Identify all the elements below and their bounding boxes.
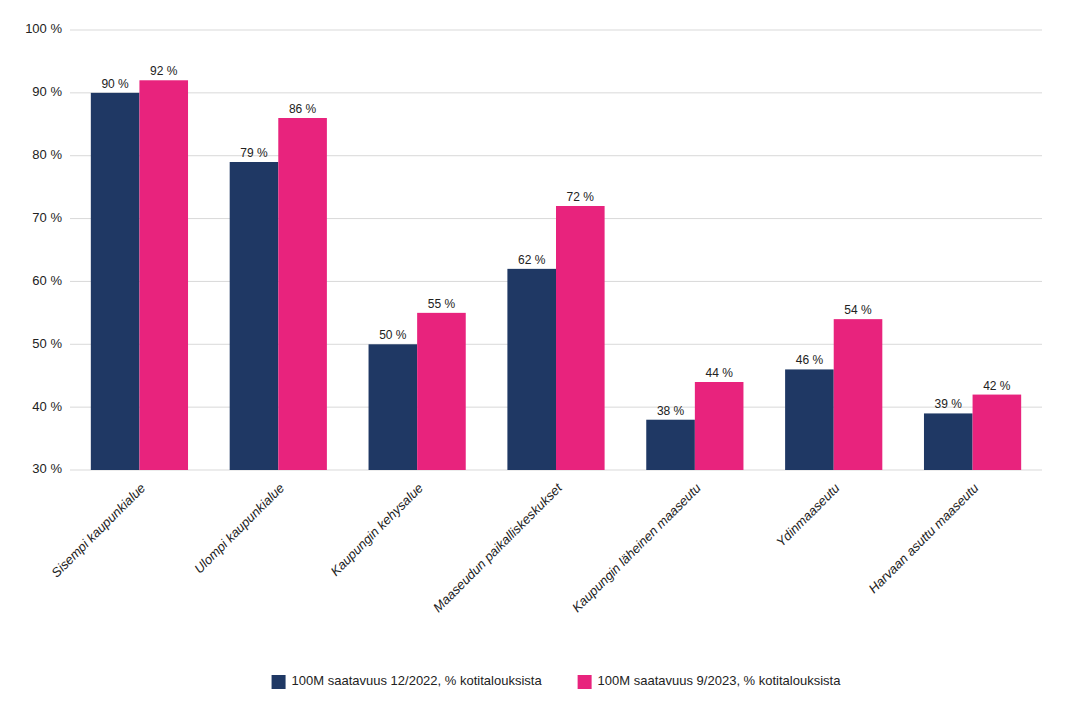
legend: 100M saatavuus 12/2022, % kotitalouksist…	[272, 673, 842, 689]
grid-line	[70, 30, 1042, 31]
bar	[924, 413, 973, 470]
y-tick-label: 40 %	[32, 399, 62, 414]
data-label: 54 %	[844, 303, 872, 317]
bar	[785, 369, 834, 470]
bar	[369, 344, 418, 470]
y-tick-label: 50 %	[32, 336, 62, 351]
chart: 30 % 40 % 50 % 60 % 70 % 80 % 90 % 100 % 90 % 79 …	[0, 0, 1067, 706]
grid-line	[70, 155, 1042, 156]
bar	[91, 93, 140, 470]
x-tick-label: Ydinmaaseutu	[773, 480, 842, 549]
bar	[278, 118, 327, 470]
x-axis: Sisempi kaupunkialue Ulompi kaupunkialue K…	[48, 479, 981, 615]
data-label: 38 %	[657, 404, 685, 418]
data-label: 50 %	[379, 328, 407, 342]
data-label: 62 %	[518, 253, 546, 267]
y-axis: 30 % 40 % 50 % 60 % 70 % 80 % 90 % 100 %	[25, 21, 62, 476]
x-tick-label: Harvaan asuttu maaseutu	[866, 480, 982, 596]
data-labels: 90 % 79 % 50 % 62 % 38 % 46 % 39 % 92 % 86 % 55 %…	[101, 64, 1010, 417]
data-label: 90 %	[101, 77, 129, 91]
bar	[417, 313, 466, 470]
data-label: 86 %	[289, 102, 317, 116]
data-label: 39 %	[935, 397, 963, 411]
data-label: 46 %	[796, 353, 824, 367]
bar	[556, 206, 605, 470]
data-label: 92 %	[150, 64, 178, 78]
chart-container: 30 % 40 % 50 % 60 % 70 % 80 % 90 % 100 % 90 % 79 …	[0, 0, 1067, 706]
data-label: 79 %	[240, 146, 268, 160]
x-tick-label: Sisempi kaupunkialue	[48, 480, 148, 580]
bar	[973, 395, 1022, 470]
bar	[139, 80, 188, 470]
bar	[507, 269, 556, 470]
x-tick-label: Kaupungin läheinen maaseutu	[569, 480, 704, 615]
x-tick-label: Maaseudun paikalliskeskukset	[430, 479, 566, 615]
bar	[230, 162, 279, 470]
bars	[91, 80, 1021, 470]
y-tick-label: 100 %	[25, 21, 62, 36]
grid	[70, 30, 1042, 470]
grid-line	[70, 92, 1042, 93]
y-tick-label: 70 %	[32, 210, 62, 225]
y-tick-label: 80 %	[32, 147, 62, 162]
legend-item: 100M saatavuus 9/2023, % kotitalouksista	[578, 673, 842, 689]
y-tick-label: 30 %	[32, 461, 62, 476]
x-tick-label: Kaupungin kehysalue	[328, 480, 427, 579]
data-label: 55 %	[428, 297, 456, 311]
legend-label: 100M saatavuus 9/2023, % kotitalouksista	[598, 673, 842, 688]
x-tick-label: Ulompi kaupunkialue	[191, 480, 287, 576]
bar	[646, 420, 695, 470]
bar	[834, 319, 883, 470]
legend-swatch	[578, 675, 592, 689]
y-tick-label: 60 %	[32, 273, 62, 288]
legend-item: 100M saatavuus 12/2022, % kotitalouksist…	[272, 673, 543, 689]
data-label: 42 %	[983, 379, 1011, 393]
legend-swatch	[272, 675, 286, 689]
data-label: 72 %	[567, 190, 595, 204]
bar	[695, 382, 744, 470]
legend-label: 100M saatavuus 12/2022, % kotitalouksist…	[292, 673, 543, 688]
data-label: 44 %	[705, 366, 733, 380]
y-tick-label: 90 %	[32, 84, 62, 99]
